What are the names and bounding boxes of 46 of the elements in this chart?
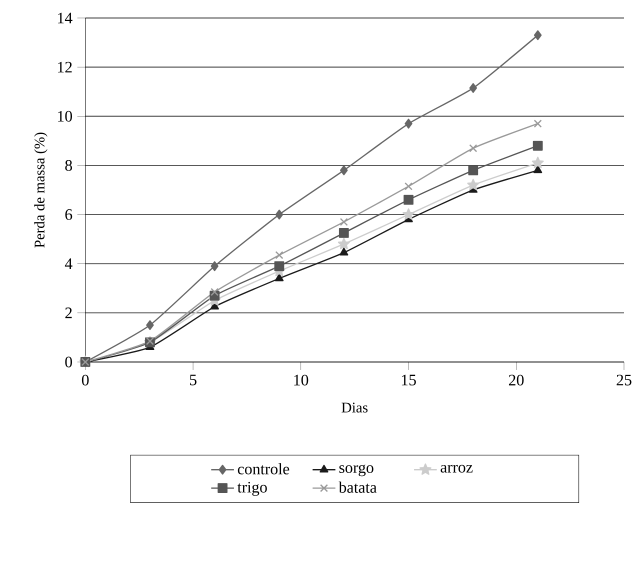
point — [146, 320, 154, 330]
y-tick-label: 4 — [64, 258, 72, 269]
point — [467, 178, 480, 190]
y-tick-label: 8 — [65, 160, 72, 171]
point — [404, 182, 413, 190]
x-tick-label: 15 — [402, 374, 416, 386]
y-tick-label: 0 — [65, 356, 72, 368]
y-axis-title: Perda de massa (%) — [34, 132, 48, 248]
point — [274, 261, 284, 272]
point — [275, 210, 284, 220]
point — [340, 218, 348, 226]
point — [402, 208, 415, 220]
point — [338, 238, 350, 250]
legend-label: sorgo — [339, 464, 374, 476]
point — [210, 261, 218, 272]
point — [534, 120, 542, 128]
y-tick-label: 2 — [65, 308, 72, 318]
y-tick-label: 12 — [58, 62, 72, 72]
point — [532, 140, 543, 151]
legend-label: controle — [238, 463, 290, 474]
y-tick-label: 14 — [58, 12, 72, 24]
x-tick-label: 5 — [190, 374, 196, 386]
point — [210, 288, 219, 296]
point — [340, 248, 348, 256]
x-tick-label: 0 — [82, 374, 89, 386]
point — [534, 30, 542, 40]
point — [468, 165, 478, 176]
legend-label: batata — [338, 482, 377, 493]
legend-label: trigo — [237, 482, 267, 496]
point — [338, 228, 349, 238]
point — [340, 165, 348, 176]
y-tick-label: 6 — [65, 209, 72, 220]
point — [469, 83, 478, 93]
point — [532, 156, 544, 168]
x-tick-label: 10 — [294, 374, 308, 386]
legend-label: arroz — [440, 464, 473, 473]
x-tick-label: 25 — [616, 374, 632, 386]
point — [274, 274, 284, 282]
x-axis-title: Dias — [342, 402, 368, 413]
point — [275, 251, 284, 260]
point — [533, 165, 542, 174]
point — [469, 144, 478, 152]
point — [404, 118, 412, 129]
point — [404, 194, 414, 205]
x-tick-label: 20 — [508, 374, 524, 386]
y-tick-label: 10 — [58, 110, 72, 122]
